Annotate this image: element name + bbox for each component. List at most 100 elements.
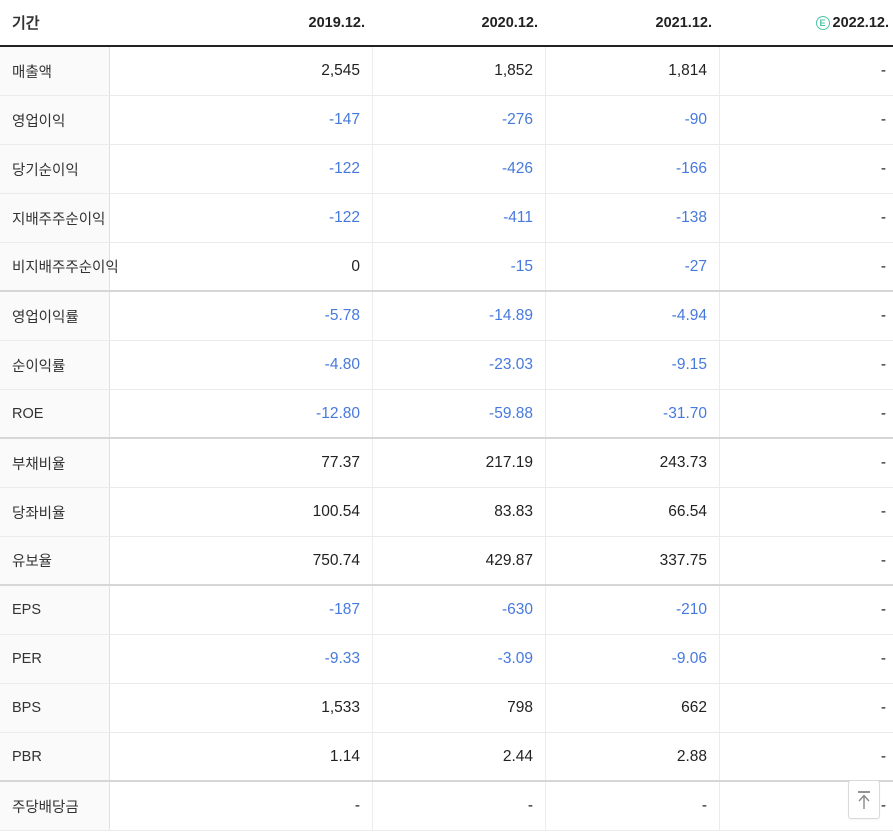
metric-value: - [373, 782, 546, 830]
table-row: 당기순이익 -122 -426 -166 - [0, 145, 893, 194]
metric-value: - [880, 307, 886, 324]
metric-label: ROE [0, 390, 110, 437]
estimate-badge-icon: E [815, 15, 830, 30]
metric-value: 2,545 [110, 47, 373, 95]
table-row: 매출액 2,545 1,852 1,814 - [0, 47, 893, 96]
metric-value: - [880, 209, 886, 226]
metric-label: EPS [0, 586, 110, 634]
table-row: PER -9.33 -3.09 -9.06 - [0, 635, 893, 684]
metric-label: 주당배당금 [0, 782, 110, 830]
metric-value: 2.44 [373, 733, 546, 780]
metric-value: - [880, 62, 886, 79]
metric-value: -411 [373, 194, 546, 242]
metric-value: 337.75 [546, 537, 720, 584]
metric-value: -12.80 [110, 390, 373, 437]
metric-value: - [880, 747, 886, 765]
metric-value: - [880, 699, 886, 716]
metric-value: -9.15 [546, 341, 720, 389]
table-row: 영업이익 -147 -276 -90 - [0, 96, 893, 145]
metric-value: - [880, 650, 886, 667]
metric-value: 1,533 [110, 684, 373, 732]
metric-value: - [880, 503, 886, 520]
metric-value: 1.14 [110, 733, 373, 780]
metric-value: 429.87 [373, 537, 546, 584]
table-row: 순이익률 -4.80 -23.03 -9.15 - [0, 341, 893, 390]
column-header-2021: 2021.12. [655, 14, 712, 31]
table-row: 주당배당금 - - - - [0, 782, 893, 831]
table-row: EPS -187 -630 -210 - [0, 586, 893, 635]
column-header-2020: 2020.12. [481, 14, 538, 31]
metric-value: 77.37 [110, 439, 373, 487]
metric-value: -59.88 [373, 390, 546, 437]
metric-value: -31.70 [546, 390, 720, 437]
metric-value: -3.09 [373, 635, 546, 683]
table-row: PBR 1.14 2.44 2.88 - [0, 733, 893, 782]
metric-label: 지배주주순이익 [0, 194, 110, 242]
metric-value: -187 [110, 586, 373, 634]
metric-value: - [880, 160, 886, 177]
metric-label: 영업이익률 [0, 292, 110, 340]
metric-value: - [880, 356, 886, 373]
scroll-to-top-button[interactable] [848, 780, 880, 819]
metric-label: 비지배주주순이익 [0, 243, 119, 290]
table-row: 유보율 750.74 429.87 337.75 - [0, 537, 893, 586]
metric-value: -122 [110, 145, 373, 193]
metric-value: -9.33 [110, 635, 373, 683]
column-header-2022-estimate: E 2022.12. [720, 15, 893, 31]
metric-value: -23.03 [373, 341, 546, 389]
metric-value: - [880, 551, 886, 569]
metric-value: 1,814 [546, 47, 720, 95]
metric-label: 당좌비율 [0, 488, 110, 536]
table-row: 당좌비율 100.54 83.83 66.54 - [0, 488, 893, 537]
metric-value: 243.73 [546, 439, 720, 487]
arrow-up-to-top-icon [858, 790, 870, 809]
table-body: 매출액 2,545 1,852 1,814- 영업이익 -147 -276 -90- 당기순이익… [0, 47, 893, 831]
metric-value: - [110, 782, 373, 830]
metric-value: -276 [373, 96, 546, 144]
metric-value: -147 [110, 96, 373, 144]
metric-value: 83.83 [373, 488, 546, 536]
table-header-row: 기간 2019.12. 2020.12. 2021.12. E 2022.12. [0, 0, 893, 47]
table-row: 부채비율 77.37 217.19 243.73 - [0, 439, 893, 488]
metric-value: - [880, 797, 886, 814]
metric-value: 217.19 [373, 439, 546, 487]
metric-value: 1,852 [373, 47, 546, 95]
metric-value: 0 [110, 243, 373, 290]
column-header-2019: 2019.12. [308, 14, 365, 31]
metric-label: 매출액 [0, 47, 110, 95]
metric-value: -9.06 [546, 635, 720, 683]
metric-value: -4.80 [110, 341, 373, 389]
metric-value: -5.78 [110, 292, 373, 340]
period-header-label: 기간 [12, 15, 40, 32]
metric-value: -27 [546, 243, 720, 290]
table-row: 영업이익률 -5.78 -14.89 -4.94 - [0, 292, 893, 341]
metric-value: -138 [546, 194, 720, 242]
table-row: BPS 1,533 798 662 - [0, 684, 893, 733]
metric-value: -630 [373, 586, 546, 634]
metric-label: 순이익률 [0, 341, 110, 389]
metric-value: -122 [110, 194, 373, 242]
metric-value: -426 [373, 145, 546, 193]
metric-value: - [880, 257, 886, 275]
metric-value: -15 [373, 243, 546, 290]
table-row: 비지배주주순이익 0 -15 -27 - [0, 243, 893, 292]
metric-label: 부채비율 [0, 439, 110, 487]
metric-value: - [880, 404, 886, 422]
metric-label: 영업이익 [0, 96, 110, 144]
metric-value: 798 [373, 684, 546, 732]
table-row: 지배주주순이익 -122 -411 -138 - [0, 194, 893, 243]
metric-label: 유보율 [0, 537, 110, 584]
metric-value: - [880, 601, 886, 618]
metric-label: BPS [0, 684, 110, 732]
metric-value: -4.94 [546, 292, 720, 340]
metric-value: -14.89 [373, 292, 546, 340]
table-row: ROE -12.80 -59.88 -31.70 - [0, 390, 893, 439]
metric-value: - [880, 111, 886, 128]
metric-value: 100.54 [110, 488, 373, 536]
metric-value: - [880, 454, 886, 471]
metric-label: PER [0, 635, 110, 683]
metric-value: -166 [546, 145, 720, 193]
metric-value: -210 [546, 586, 720, 634]
metric-label: PBR [0, 733, 110, 780]
